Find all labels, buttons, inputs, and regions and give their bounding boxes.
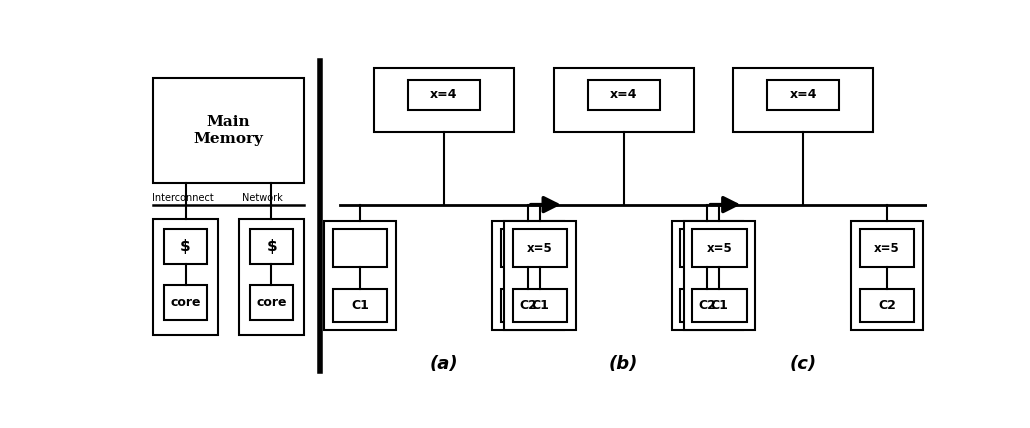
Bar [860,288,915,321]
Text: Network: Network [242,193,283,203]
Bar [164,285,207,320]
Text: C1: C1 [711,299,728,312]
Bar [324,221,397,330]
Bar [513,288,567,321]
Text: x=4: x=4 [790,88,817,101]
Bar [408,80,480,110]
Bar [672,221,744,330]
Text: Main
Memory: Main Memory [194,116,264,146]
Bar [374,68,514,132]
Text: C2: C2 [879,299,896,312]
Bar [152,220,218,335]
Text: x=5: x=5 [707,242,732,255]
Bar [692,288,747,321]
Bar [492,221,563,330]
Bar [333,229,387,267]
Text: (c): (c) [790,355,817,374]
Text: core: core [256,296,287,309]
Text: Interconnect: Interconnect [152,193,214,203]
Bar [767,80,839,110]
Text: C2: C2 [519,299,537,312]
Text: $: $ [267,239,277,254]
Bar [733,68,873,132]
Bar [681,288,734,321]
Text: x=4: x=4 [431,88,457,101]
Bar [504,221,576,330]
Bar [250,285,294,320]
Text: C2: C2 [698,299,717,312]
Bar [860,229,915,267]
Bar [164,229,207,264]
Bar [152,78,305,183]
Bar [501,288,555,321]
Text: C1: C1 [351,299,369,312]
Bar [554,68,693,132]
Bar [501,229,555,267]
Text: C1: C1 [530,299,549,312]
Bar [239,220,305,335]
Bar [333,288,387,321]
Text: x=5: x=5 [874,242,900,255]
Text: core: core [170,296,201,309]
Text: x=4: x=4 [610,88,638,101]
Bar [250,229,294,264]
Bar [681,229,734,267]
Bar [513,229,567,267]
Text: $: $ [180,239,191,254]
Text: (a): (a) [430,355,458,374]
Bar [692,229,747,267]
Bar [588,80,659,110]
Text: x=5: x=5 [527,242,553,255]
Bar [851,221,923,330]
Text: (b): (b) [609,355,639,374]
Bar [684,221,755,330]
